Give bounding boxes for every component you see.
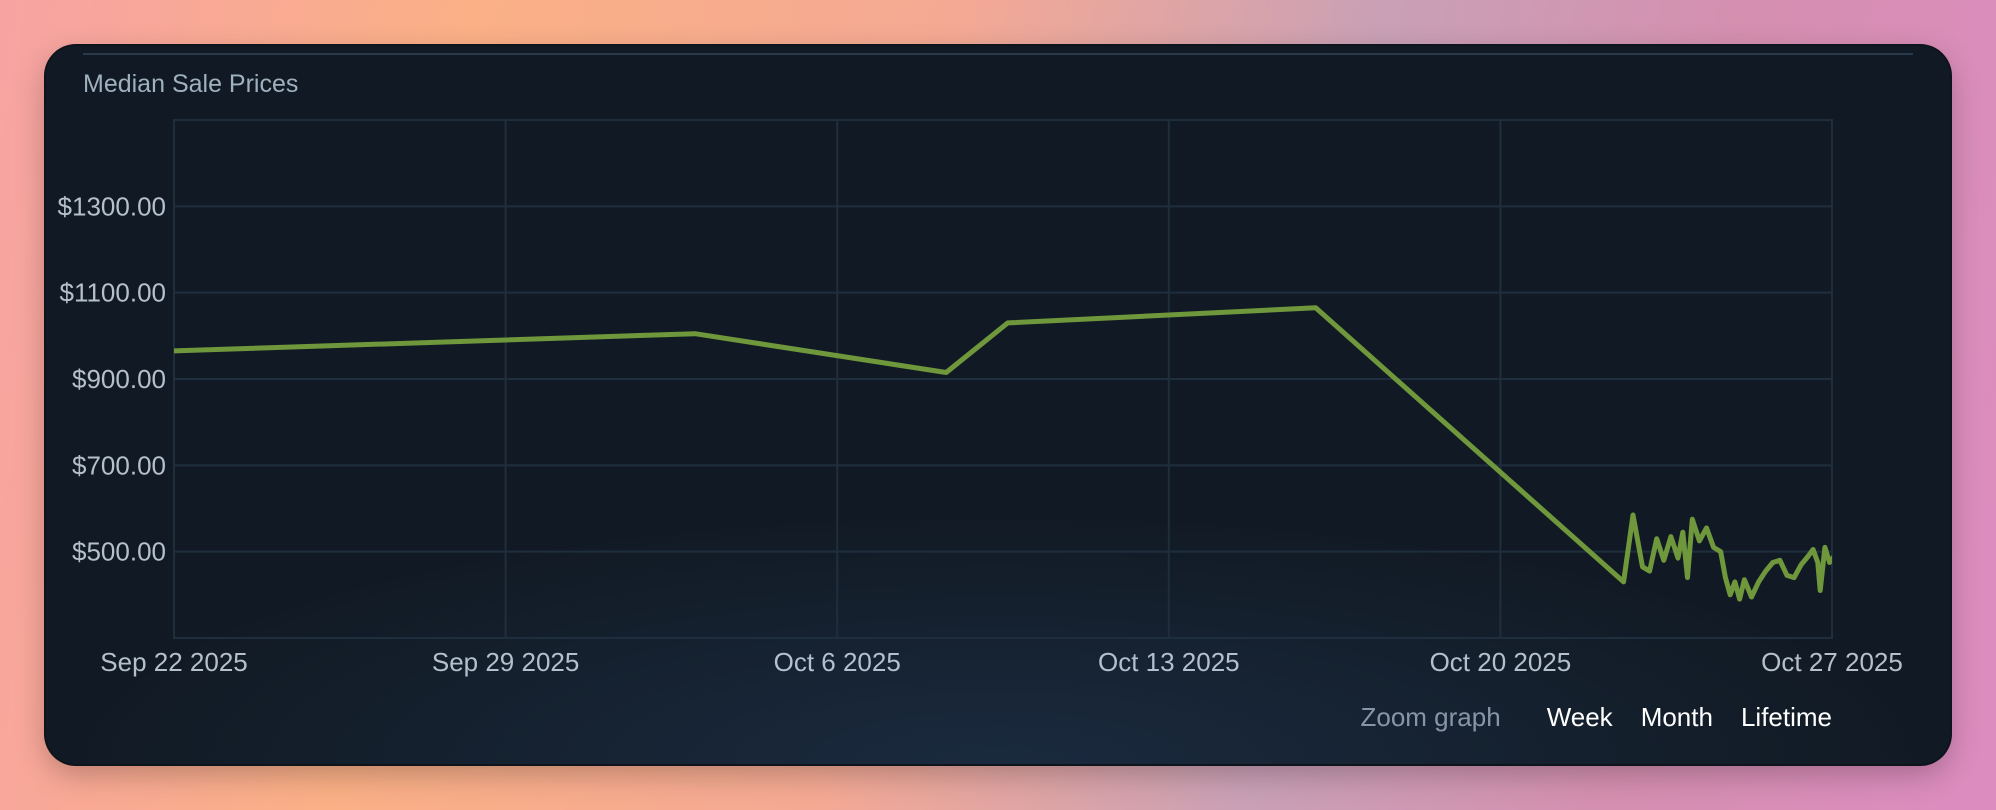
- series-line-median-price: [174, 305, 1832, 602]
- y-tick-label: $500.00: [72, 537, 166, 567]
- y-tick-label: $1300.00: [58, 191, 166, 221]
- y-tick-label: $900.00: [72, 364, 166, 394]
- zoom-lifetime-button[interactable]: Lifetime: [1740, 702, 1832, 732]
- x-tick-label: Oct 13 2025: [1098, 647, 1240, 677]
- x-tick-label: Oct 20 2025: [1430, 647, 1572, 677]
- x-tick-label: Sep 22 2025: [100, 647, 247, 677]
- x-tick-label: Sep 29 2025: [432, 647, 579, 677]
- y-tick-label: $700.00: [72, 450, 166, 480]
- x-tick-label: Oct 6 2025: [774, 647, 901, 677]
- top-divider: [83, 53, 1913, 55]
- zoom-controls: Zoom graph Week Month Lifetime: [1361, 702, 1833, 733]
- zoom-month-button[interactable]: Month: [1640, 702, 1713, 732]
- price-history-panel: Median Sale Prices $1300.00 $1100.00 $900.…: [46, 46, 1950, 764]
- y-tick-label: $1100.00: [59, 278, 166, 308]
- zoom-graph-label: Zoom graph: [1360, 702, 1501, 732]
- chart-title: Median Sale Prices: [83, 70, 299, 98]
- median-price-chart: $1300.00 $1100.00 $900.00 $700.00 $500.00 Se…: [58, 119, 1903, 677]
- zoom-week-button[interactable]: Week: [1546, 702, 1613, 732]
- x-tick-label: Oct 27 2025: [1761, 647, 1903, 677]
